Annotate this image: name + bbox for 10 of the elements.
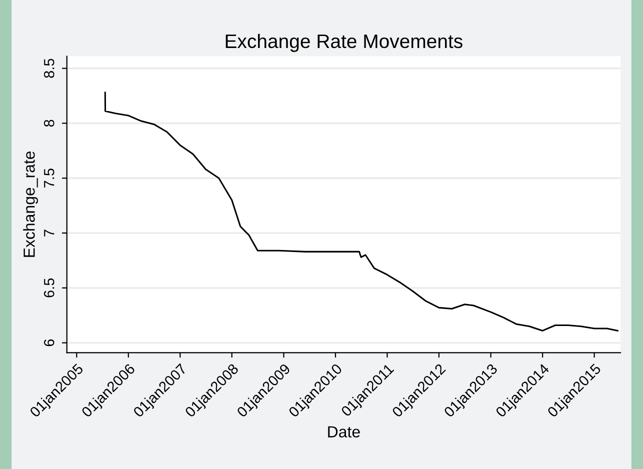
x-axis-title: Date <box>328 426 360 438</box>
y-tick-label: 6.5 <box>44 278 54 298</box>
y-tick-label: 8.5 <box>44 58 54 78</box>
chart-title: Exchange Rate Movements <box>226 34 462 52</box>
y-tick-label: 7.5 <box>44 168 54 188</box>
y-tick-label: 7 <box>44 230 54 236</box>
y-axis-title: Exchange_rate <box>23 151 38 257</box>
y-tick-label: 6 <box>44 339 54 346</box>
y-tick-label: 8 <box>44 120 54 127</box>
line-series <box>104 92 618 332</box>
